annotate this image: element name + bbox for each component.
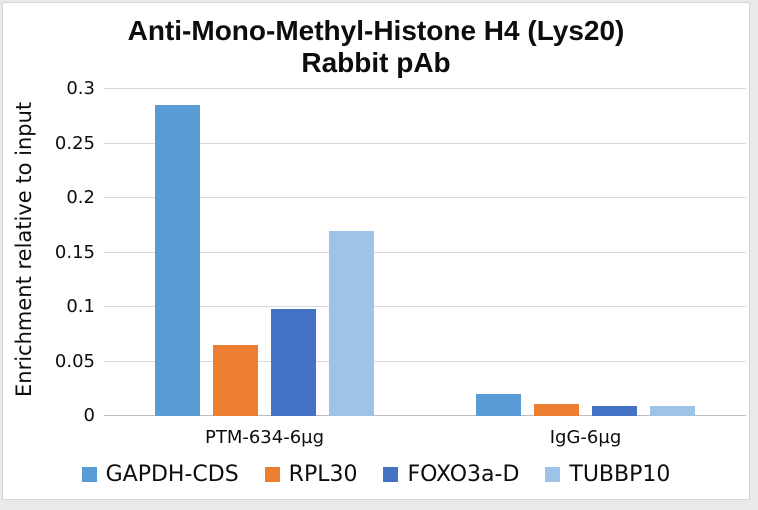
y-tick-label: 0 <box>83 405 95 426</box>
chart-title-line2: Rabbit pAb <box>301 47 451 78</box>
y-tick-label: 0.25 <box>54 132 95 154</box>
y-tick-label: 0.05 <box>54 350 95 372</box>
legend-label-foxo3a-d: FOXO3a-D <box>407 462 520 487</box>
chart-frame: Anti-Mono-Methyl-Histone H4 (Lys20) Rabb… <box>2 2 750 500</box>
bar-gapdh-cds-ptm-634-6-g <box>155 105 200 416</box>
legend-item-gapdh-cds: GAPDH-CDS <box>81 462 239 487</box>
y-tick-label: 0.15 <box>54 241 95 263</box>
legend-label-gapdh-cds: GAPDH-CDS <box>105 462 239 487</box>
bar-foxo3a-d-igg-6-g <box>592 406 637 416</box>
legend: GAPDH-CDS RPL30 FOXO3a-D TUBBP10 <box>3 462 749 487</box>
legend-swatch-tubbp10 <box>545 467 561 482</box>
gridline <box>104 251 746 253</box>
bar-group-ptm-634-6-g <box>104 89 425 416</box>
y-tick-label: 0.2 <box>66 187 95 208</box>
bar-group-igg-6-g <box>425 89 746 416</box>
x-axis-line <box>104 415 746 416</box>
y-axis-title: Enrichment relative to input <box>12 101 36 397</box>
legend-label-tubbp10: TUBBP10 <box>569 462 671 487</box>
gridline <box>104 88 746 89</box>
bar-rpl30-ptm-634-6-g <box>213 345 258 416</box>
chart-title-line1: Anti-Mono-Methyl-Histone H4 (Lys20) <box>127 15 625 46</box>
x-category-label-igg-6-g: IgG-6µg <box>549 427 622 448</box>
legend-item-tubbp10: TUBBP10 <box>545 462 670 487</box>
legend-swatch-gapdh-cds <box>81 467 97 482</box>
legend-swatch-rpl30 <box>264 467 280 482</box>
gridline <box>104 360 746 362</box>
plot-area: 0 0.05 0.1 0.15 0.2 0.25 0.3 PTM-634-6µg IgG-6µg <box>55 80 746 448</box>
gridline <box>104 197 746 198</box>
bar-rpl30-igg-6-g <box>534 404 579 416</box>
gridline <box>104 306 746 307</box>
y-tick-label: 0.1 <box>66 296 95 317</box>
bar-foxo3a-d-ptm-634-6-g <box>271 309 316 416</box>
legend-item-rpl30: RPL30 <box>264 462 358 487</box>
y-tick-label: 0.3 <box>66 78 95 99</box>
x-category-label-ptm-634-6-g: PTM-634-6µg <box>204 427 325 448</box>
bar-tubbp10-igg-6-g <box>650 406 695 416</box>
bar-tubbp10-ptm-634-6-g <box>329 230 374 416</box>
legend-swatch-foxo3a-d <box>383 467 399 482</box>
legend-item-foxo3a-d: FOXO3a-D <box>383 462 519 487</box>
legend-label-rpl30: RPL30 <box>288 462 358 487</box>
chart-title: Anti-Mono-Methyl-Histone H4 (Lys20) Rabb… <box>3 15 749 79</box>
bar-gapdh-cds-igg-6-g <box>476 394 521 416</box>
gridline <box>104 142 746 144</box>
